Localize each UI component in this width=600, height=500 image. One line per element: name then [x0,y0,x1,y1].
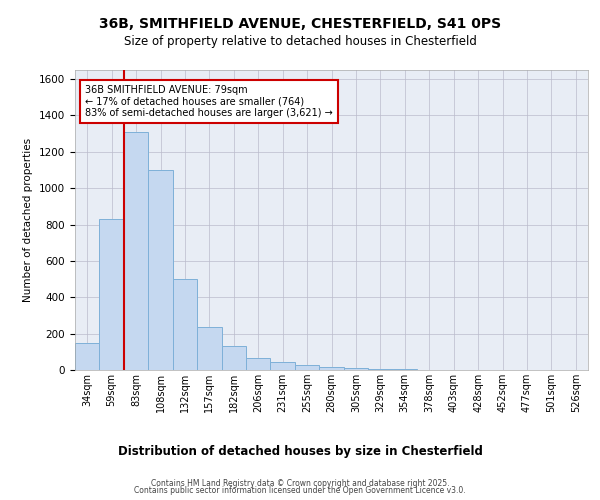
Y-axis label: Number of detached properties: Number of detached properties [23,138,34,302]
Bar [368,369,392,370]
Bar [75,342,100,370]
Bar [173,279,197,370]
Text: Contains public sector information licensed under the Open Government Licence v3: Contains public sector information licen… [134,486,466,495]
Bar [246,358,271,370]
Text: 36B, SMITHFIELD AVENUE, CHESTERFIELD, S41 0PS: 36B, SMITHFIELD AVENUE, CHESTERFIELD, S4… [99,18,501,32]
Text: Contains HM Land Registry data © Crown copyright and database right 2025.: Contains HM Land Registry data © Crown c… [151,478,449,488]
Bar [100,219,124,370]
Text: Size of property relative to detached houses in Chesterfield: Size of property relative to detached ho… [124,35,476,48]
Bar [197,328,221,370]
Text: 36B SMITHFIELD AVENUE: 79sqm
← 17% of detached houses are smaller (764)
83% of s: 36B SMITHFIELD AVENUE: 79sqm ← 17% of de… [85,85,333,118]
Bar [221,346,246,370]
Bar [148,170,173,370]
Bar [344,368,368,370]
Bar [319,368,344,370]
Bar [271,362,295,370]
Text: Distribution of detached houses by size in Chesterfield: Distribution of detached houses by size … [118,444,482,458]
Bar [295,366,319,370]
Bar [124,132,148,370]
